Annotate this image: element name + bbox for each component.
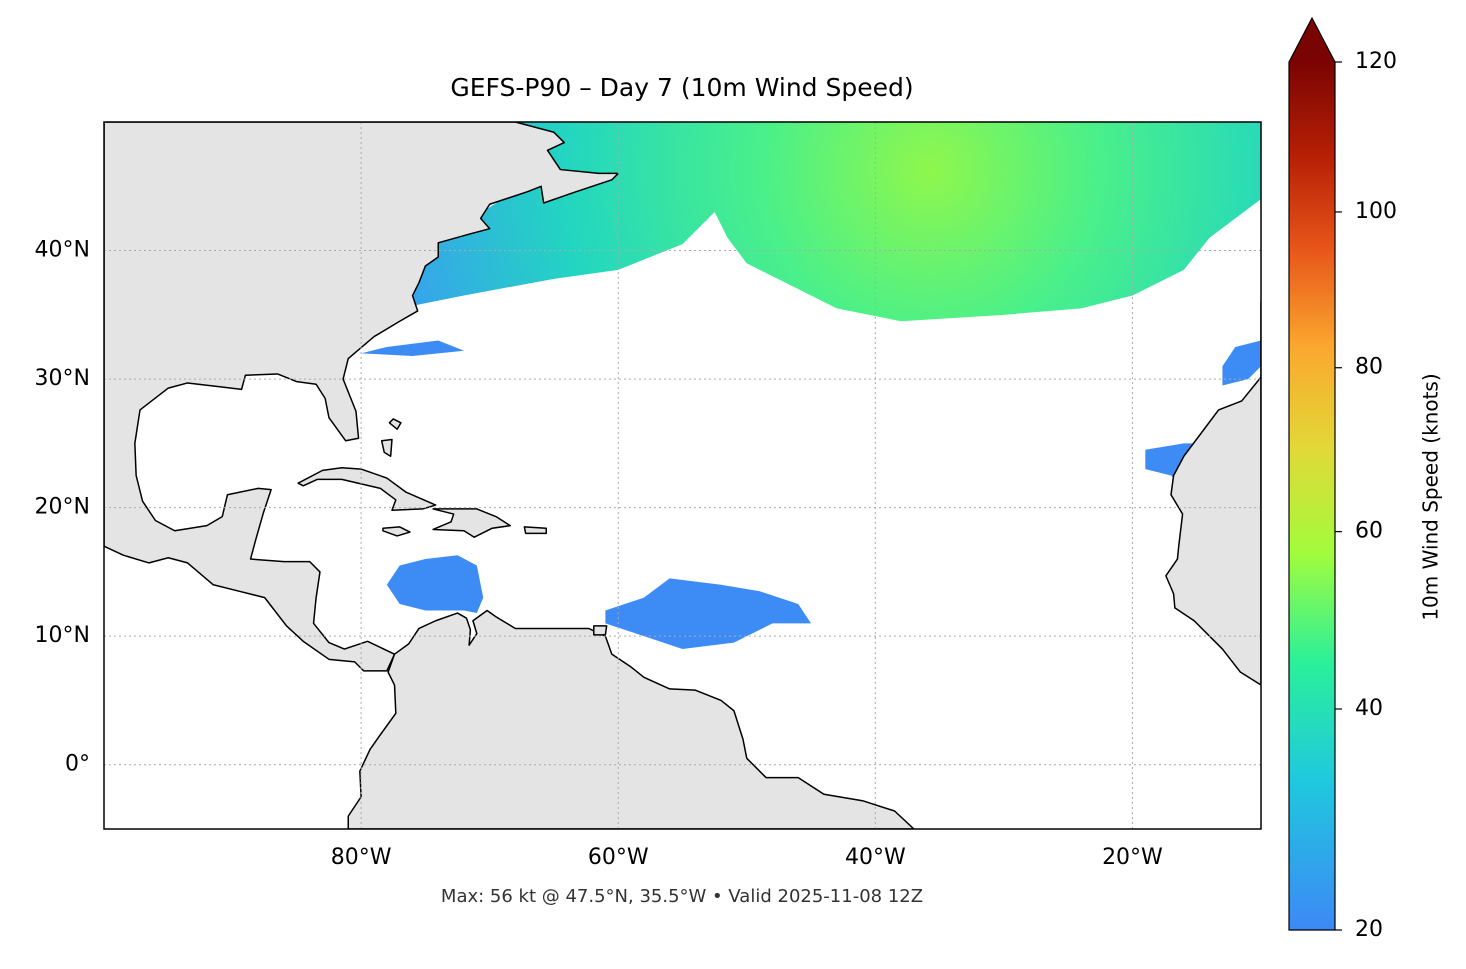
- map-area: [104, 122, 1261, 829]
- land: [1165, 301, 1261, 686]
- y-tick-label: 10°N: [35, 623, 90, 648]
- y-tick-label: 30°N: [35, 366, 90, 391]
- wind-field: [605, 578, 812, 650]
- y-tick-label: 40°N: [35, 238, 90, 263]
- colorbar-tick-label: 60: [1355, 519, 1383, 544]
- y-tick-label: 0°: [65, 752, 90, 777]
- chart-title: GEFS-P90 – Day 7 (10m Wind Speed): [450, 73, 913, 102]
- colorbar-label: 10m Wind Speed (knots): [1419, 373, 1443, 620]
- land: [593, 625, 608, 636]
- x-tick-label: 20°W: [1102, 845, 1163, 870]
- colorbar-tick-label: 100: [1355, 199, 1397, 224]
- wind-field: [1222, 340, 1261, 386]
- colorbar-outline: [1288, 16, 1336, 931]
- land: [104, 122, 619, 672]
- colorbar-tick-label: 20: [1355, 917, 1383, 942]
- annotation: Max: 56 kt @ 47.5°N, 35.5°W • Valid 2025…: [441, 886, 923, 907]
- land: [380, 438, 393, 457]
- x-tick-label: 60°W: [588, 845, 649, 870]
- land: [347, 609, 915, 829]
- x-tick-label: 80°W: [331, 845, 392, 870]
- wind-field: [361, 340, 464, 356]
- wind-field: [399, 122, 1261, 322]
- colorbar-tick-label: 120: [1355, 49, 1397, 74]
- y-tick-label: 20°N: [35, 495, 90, 520]
- land: [523, 526, 547, 535]
- land: [297, 467, 437, 511]
- land: [388, 418, 402, 430]
- wind-field: [386, 555, 484, 614]
- colorbar-extension: [1289, 18, 1335, 62]
- land: [432, 508, 511, 538]
- land: [382, 526, 411, 537]
- colorbar-tick-label: 40: [1355, 696, 1383, 721]
- colorbar-tick-label: 80: [1355, 355, 1383, 380]
- colorbar: [1289, 62, 1335, 930]
- map-frame: [103, 121, 1262, 830]
- x-tick-label: 40°W: [845, 845, 906, 870]
